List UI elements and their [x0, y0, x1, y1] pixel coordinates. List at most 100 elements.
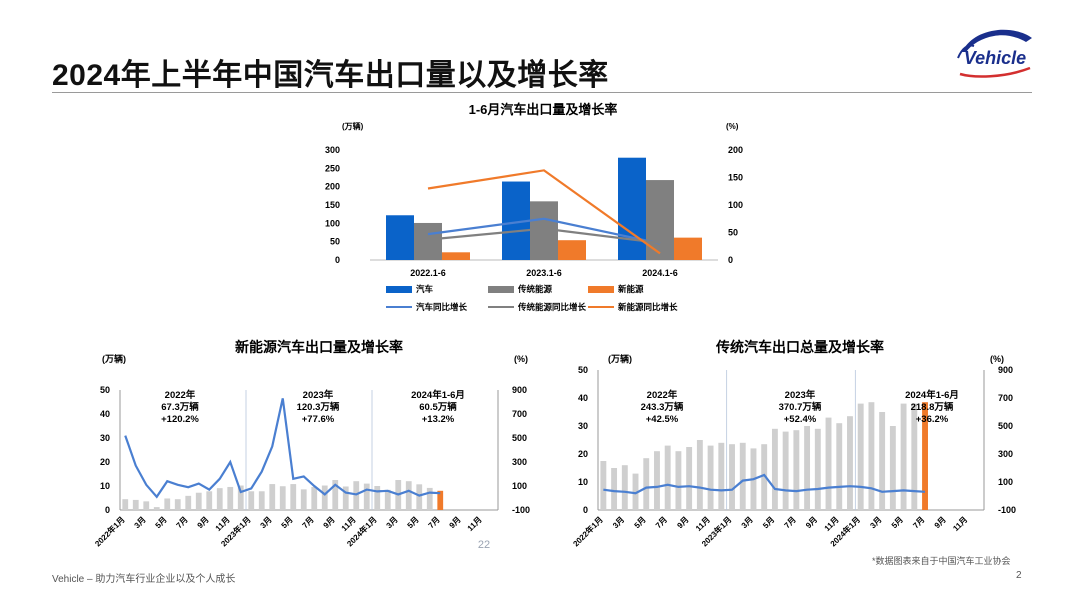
- logo-text: Vehicle: [963, 48, 1027, 68]
- legend-label: 新能源同比增长: [618, 302, 678, 312]
- legend-swatch: [386, 286, 412, 293]
- bar-total: [386, 215, 414, 260]
- bar-monthly: [237, 485, 244, 510]
- right-axis-tick: 50: [728, 228, 738, 238]
- x-axis-tick: 2022.1-6: [410, 268, 446, 278]
- bar-monthly: [654, 451, 660, 510]
- x-axis-tick: 3月: [132, 515, 147, 530]
- legend-label: 传统能源同比增长: [517, 302, 587, 312]
- bar-monthly: [206, 491, 213, 510]
- left-axis-tick: 40: [100, 409, 110, 419]
- left-axis-tick: 0: [105, 505, 110, 515]
- annotation-growth: +36.2%: [916, 414, 949, 425]
- right-axis-tick: 200: [728, 145, 743, 155]
- bar-monthly: [600, 461, 607, 510]
- x-axis-tick: 7月: [426, 515, 441, 530]
- annotation-volume: 370.7万辆: [779, 401, 822, 413]
- left-axis-unit: (万辆): [342, 121, 364, 131]
- bar-monthly: [761, 444, 768, 510]
- left-axis-tick: 40: [578, 393, 588, 403]
- bar-monthly: [771, 428, 778, 510]
- left-axis-tick: 150: [325, 200, 340, 210]
- car-outline-icon: [957, 29, 1032, 78]
- annotation-volume: 67.3万辆: [161, 401, 199, 413]
- bar-monthly: [718, 442, 725, 510]
- bar-monthly: [143, 501, 150, 510]
- x-axis-tick: 9月: [447, 515, 462, 530]
- bar-monthly: [889, 426, 896, 510]
- right-axis-tick: 500: [998, 421, 1013, 431]
- right-axis-tick: -100: [998, 505, 1016, 515]
- chart-ice-exports: 传统汽车出口总量及增长率(万辆) (%)504030201009007005003…: [571, 339, 1016, 548]
- x-axis-tick: 5月: [153, 515, 168, 530]
- left-axis-tick: 10: [100, 481, 110, 491]
- bar-monthly: [122, 499, 129, 510]
- bar-monthly: [363, 483, 370, 510]
- bar-monthly: [416, 484, 423, 510]
- bar-monthly: [195, 492, 202, 510]
- bar-ice: [646, 180, 674, 260]
- x-axis-tick: 3月: [384, 515, 399, 530]
- bar-monthly: [621, 465, 628, 510]
- bar-nev: [558, 240, 586, 260]
- right-axis-tick: -100: [512, 505, 530, 515]
- annotation-volume: 243.3万辆: [641, 401, 684, 413]
- annotation-year: 2023年: [785, 389, 816, 401]
- bar-ice: [414, 222, 442, 260]
- left-axis-unit: (万辆): [102, 353, 126, 364]
- right-axis-tick: 500: [512, 433, 527, 443]
- annotation-year: 2022年: [647, 389, 678, 401]
- bar-monthly: [426, 487, 433, 510]
- right-axis-tick: 100: [728, 200, 743, 210]
- bar-monthly: [153, 507, 160, 510]
- bar-monthly: [174, 499, 181, 510]
- line-growth: [603, 473, 926, 495]
- annotation-growth: +120.2%: [161, 414, 199, 425]
- x-axis-tick: 9月: [675, 515, 690, 530]
- x-axis-tick: 9月: [321, 515, 336, 530]
- annotation-year: 2024年1-6月: [411, 389, 465, 401]
- legend-swatch: [488, 286, 514, 293]
- right-axis-tick: 900: [998, 365, 1013, 375]
- left-axis-tick: 50: [330, 237, 340, 247]
- left-axis-tick: 0: [335, 255, 340, 265]
- bar-highlight: [437, 490, 444, 510]
- left-axis-tick: 10: [578, 477, 588, 487]
- x-axis-tick: 5月: [279, 515, 294, 530]
- line-nev-growth: [427, 169, 661, 255]
- chart-title: 1-6月汽车出口量及增长率: [469, 102, 618, 117]
- left-axis-tick: 250: [325, 163, 340, 173]
- x-axis-tick: 2024.1-6: [642, 268, 678, 278]
- x-axis-tick: 5月: [761, 515, 776, 530]
- bar-highlight: [922, 402, 928, 510]
- legend-label: 汽车: [416, 284, 434, 294]
- x-axis-tick: 11月: [466, 515, 484, 533]
- x-axis-tick: 2022年1月: [93, 514, 127, 548]
- right-axis-tick: 700: [998, 393, 1013, 403]
- bar-monthly: [611, 468, 618, 510]
- line-ice-growth: [427, 227, 661, 245]
- bar-monthly: [900, 403, 907, 510]
- right-axis-unit: (%): [990, 354, 1004, 364]
- x-axis-tick: 7月: [783, 515, 798, 530]
- bar-monthly: [804, 426, 811, 510]
- bar-monthly: [321, 485, 328, 510]
- bar-monthly: [248, 491, 255, 510]
- bar-monthly: [686, 447, 693, 510]
- bar-monthly: [384, 489, 391, 510]
- bar-nev: [674, 237, 702, 260]
- bar-monthly: [632, 473, 639, 510]
- bar-monthly: [374, 486, 381, 510]
- bar-monthly: [353, 481, 360, 510]
- left-axis-tick: 50: [100, 385, 110, 395]
- right-axis-unit: (%): [514, 354, 528, 364]
- right-axis-tick: 900: [512, 385, 527, 395]
- chart-nev-exports: 新能源汽车出口量及增长率(万辆) (%)504030201009007005003…: [93, 339, 530, 551]
- x-axis-tick: 11月: [340, 515, 358, 533]
- page-number: 2: [1016, 570, 1022, 581]
- line-total-growth: [427, 217, 661, 245]
- title-divider: [52, 92, 1032, 93]
- bar-monthly: [664, 445, 671, 510]
- annotation-volume: 120.3万辆: [297, 401, 340, 413]
- x-axis-tick: 7月: [654, 515, 669, 530]
